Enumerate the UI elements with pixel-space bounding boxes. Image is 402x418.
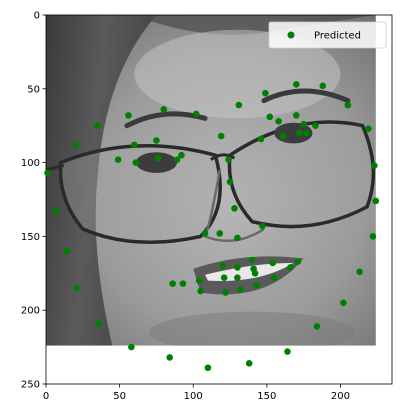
- predicted-point-25: [216, 230, 224, 237]
- glasses-bridge: [210, 153, 236, 161]
- predicted-point-19: [179, 280, 187, 287]
- predicted-point-66: [369, 233, 377, 240]
- predicted-point-46: [266, 113, 274, 121]
- predicted-point-23: [201, 230, 209, 237]
- predicted-point-59: [312, 122, 319, 129]
- predicted-point-47: [269, 259, 277, 267]
- predicted-point-57: [300, 120, 307, 128]
- predicted-point-52: [287, 264, 294, 271]
- eye-left: [135, 152, 178, 173]
- x-tick-label-0: 0: [43, 391, 49, 402]
- eyebrow-right: [261, 88, 351, 104]
- predicted-point-28: [220, 274, 228, 282]
- predicted-point-67: [371, 162, 378, 169]
- predicted-point-4: [73, 284, 81, 292]
- predicted-point-26: [217, 132, 225, 140]
- predicted-point-3: [72, 141, 79, 149]
- predicted-point-10: [131, 141, 138, 149]
- predicted-point-45: [262, 89, 269, 97]
- predicted-point-33: [234, 234, 241, 242]
- legend: Predicted: [268, 21, 387, 49]
- predicted-point-16: [169, 280, 176, 287]
- predicted-point-51: [284, 348, 291, 355]
- glasses-right-lens: [227, 120, 376, 229]
- predicted-point-12: [153, 137, 160, 144]
- predicted-point-21: [195, 277, 203, 284]
- legend-box: [268, 21, 387, 49]
- predicted-point-7: [114, 156, 122, 163]
- x-axis-ticks: 0 50 100 150 200: [43, 384, 350, 402]
- predicted-point-49: [275, 117, 282, 125]
- predicted-point-0: [44, 169, 51, 177]
- predicted-point-5: [94, 122, 101, 129]
- predicted-point-1: [53, 208, 60, 215]
- predicted-point-14: [160, 106, 168, 113]
- predicted-point-50: [279, 132, 287, 140]
- predicted-point-39: [248, 256, 256, 264]
- glasses-left-lens: [58, 144, 222, 245]
- predicted-point-31: [226, 178, 234, 186]
- predicted-point-62: [340, 299, 347, 307]
- predicted-point-68: [372, 197, 380, 205]
- predicted-point-29: [222, 289, 229, 296]
- predicted-point-20: [192, 110, 200, 118]
- y-tick-label-50: 50: [27, 84, 40, 95]
- x-tick-label-150: 150: [257, 391, 276, 402]
- predicted-point-2: [63, 247, 70, 255]
- hair-top: [134, 15, 376, 35]
- predicted-point-36: [235, 101, 243, 109]
- predicted-point-18: [178, 151, 185, 159]
- legend-marker: [287, 31, 295, 39]
- predicted-point-42: [253, 281, 260, 289]
- predicted-point-44: [259, 222, 266, 230]
- predicted-point-30: [225, 156, 232, 163]
- predicted-point-22: [197, 287, 204, 295]
- predicted-points: [44, 81, 380, 372]
- x-tick-label-50: 50: [113, 391, 126, 402]
- predicted-point-27: [219, 262, 226, 270]
- predicted-point-32: [231, 205, 238, 212]
- chin-shadow: [149, 311, 356, 346]
- predicted-point-60: [313, 323, 321, 330]
- predicted-point-41: [251, 270, 259, 277]
- predicted-point-13: [154, 154, 162, 162]
- predicted-point-11: [132, 159, 140, 166]
- predicted-point-54: [292, 112, 300, 119]
- hair-left: [46, 15, 157, 346]
- plot-frame: [45, 14, 393, 385]
- predicted-point-48: [270, 274, 278, 282]
- predicted-point-34: [234, 274, 241, 282]
- predicted-point-58: [303, 129, 310, 137]
- y-tick-label-200: 200: [21, 306, 40, 317]
- face-image: [46, 15, 376, 346]
- x-tick-label-200: 200: [331, 391, 350, 402]
- forehead-highlight: [134, 29, 341, 119]
- predicted-point-55: [294, 258, 302, 265]
- y-axis-ticks: 0 50 100 150 200 250: [21, 11, 46, 391]
- legend-label: Predicted: [314, 31, 361, 42]
- predicted-point-61: [319, 82, 327, 90]
- y-tick-label-100: 100: [21, 158, 40, 169]
- predicted-point-64: [356, 268, 363, 276]
- predicted-point-43: [257, 135, 265, 143]
- predicted-point-65: [365, 125, 372, 132]
- predicted-point-56: [295, 129, 303, 137]
- predicted-point-63: [344, 101, 352, 109]
- predicted-point-6: [95, 320, 103, 327]
- glasses-arm: [46, 164, 65, 172]
- predicted-point-24: [204, 364, 212, 372]
- predicted-point-15: [166, 354, 173, 361]
- predicted-point-17: [173, 156, 181, 163]
- predicted-point-53: [292, 81, 300, 88]
- y-tick-label-0: 0: [34, 11, 40, 22]
- predicted-point-35: [234, 264, 241, 271]
- predicted-point-37: [237, 286, 244, 293]
- predicted-point-38: [245, 360, 253, 367]
- x-tick-label-100: 100: [184, 391, 203, 402]
- y-tick-label-250: 250: [21, 380, 40, 391]
- y-tick-label-150: 150: [21, 232, 40, 243]
- predicted-point-8: [125, 112, 132, 119]
- predicted-point-9: [128, 343, 135, 351]
